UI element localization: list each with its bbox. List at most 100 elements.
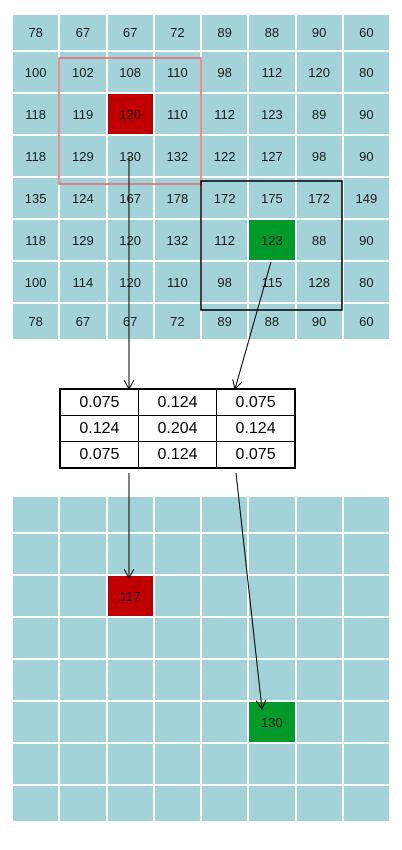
output-cell [295,617,343,659]
output-cell [201,785,249,822]
output-cell [12,496,60,533]
output-cell [248,659,296,701]
kernel-weight: 0.204 [137,415,218,442]
input-cell: 128 [295,261,343,303]
output-cell [248,575,296,617]
input-cell: 88 [248,303,296,340]
output-cell [248,496,296,533]
input-cell: 120 [106,261,154,303]
output-cell [106,496,154,533]
input-cell: 90 [342,219,390,261]
input-cell: 60 [342,303,390,340]
output-cell [59,496,107,533]
input-cell: 80 [342,261,390,303]
input-cell: 90 [342,135,390,177]
input-cell: 172 [295,177,343,219]
input-cell: 118 [12,219,60,261]
output-cell [106,617,154,659]
output-cell [201,617,249,659]
input-cell: 135 [12,177,60,219]
output-cell [342,743,390,785]
input-cell: 110 [153,93,201,135]
input-cell: 67 [106,14,154,51]
output-cell [12,533,60,575]
output-cell [12,575,60,617]
red-window-box [58,57,202,185]
output-cell [342,659,390,701]
kernel-row: 0.075 0.124 0.075 [59,388,296,416]
kernel-weight: 0.075 [216,388,296,416]
output-cell [106,701,154,743]
input-cell: 118 [12,93,60,135]
output-cell [59,617,107,659]
green-to-kernel-arrow [235,261,272,389]
output-cell [106,743,154,785]
input-cell: 114 [59,261,107,303]
output-cell [59,533,107,575]
input-cell: 123 [248,93,296,135]
output-cell [342,701,390,743]
input-cell: 88 [248,14,296,51]
output-cell [295,785,343,822]
input-cell: 88 [295,219,343,261]
input-cell: 119 [59,93,107,135]
output-cell [342,617,390,659]
output-cell [153,575,201,617]
input-cell: 90 [295,14,343,51]
input-cell: 72 [153,14,201,51]
output-cell [295,659,343,701]
output-grid: 117 130 [12,496,390,838]
output-cell [201,575,249,617]
output-cell [153,533,201,575]
output-cell [201,659,249,701]
output-cell [201,533,249,575]
input-cell: 98 [201,51,249,93]
input-grid: 78 67 67 72 89 88 90 60 100 102 108 110 98 112 120 80 11… [12,14,390,355]
output-cell [342,533,390,575]
output-cell [106,659,154,701]
output-cell [248,533,296,575]
output-cell [295,575,343,617]
input-cell: 98 [295,135,343,177]
output-cell [295,701,343,743]
black-window-box [200,180,343,311]
input-cell: 78 [12,303,60,340]
input-cell: 90 [342,93,390,135]
input-cell: 98 [201,261,249,303]
output-cell [153,785,201,822]
input-cell: 129 [59,219,107,261]
output-cell [248,785,296,822]
kernel-weight: 0.075 [216,441,296,469]
output-cell [295,743,343,785]
output-cell [201,701,249,743]
kernel-weight: 0.075 [59,441,139,469]
kernel-weight: 0.075 [59,388,139,416]
output-cell [342,496,390,533]
output-cell [342,575,390,617]
input-cell-red-center: 120 [106,93,154,135]
input-cell: 129 [59,135,107,177]
input-cell-green-center: 123 [248,219,296,261]
output-cell [12,617,60,659]
output-cell [106,533,154,575]
output-cell [12,659,60,701]
input-cell: 67 [59,303,107,340]
input-cell: 118 [12,135,60,177]
input-cell: 112 [201,219,249,261]
output-cell [295,533,343,575]
output-cell [59,785,107,822]
input-cell: 149 [342,177,390,219]
input-cell: 127 [248,135,296,177]
gaussian-kernel-table: 0.075 0.124 0.075 0.124 0.204 0.124 0.075 0.124… [59,388,296,469]
output-cell [12,785,60,822]
input-cell: 112 [201,93,249,135]
input-cell: 80 [342,51,390,93]
input-cell: 89 [295,93,343,135]
input-cell: 122 [201,135,249,177]
input-cell: 100 [12,51,60,93]
kernel-weight: 0.124 [59,415,139,442]
input-cell: 67 [59,14,107,51]
input-cell: 60 [342,14,390,51]
output-cell [106,785,154,822]
